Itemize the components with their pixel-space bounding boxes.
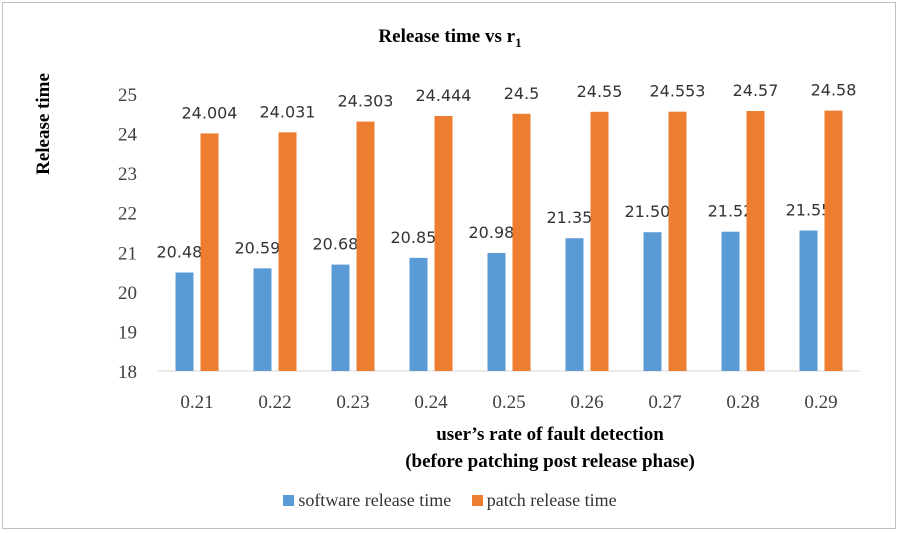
x-tick-label: 0.25 <box>492 392 525 413</box>
bar-software <box>331 264 350 371</box>
chart-title-subscript: 1 <box>515 34 522 50</box>
data-label-software: 21.507 <box>625 202 681 221</box>
data-label-patch: 24.58 <box>811 81 857 100</box>
x-tick-label: 0.29 <box>804 392 837 413</box>
legend: software release time patch release time <box>0 490 900 511</box>
bar-software <box>409 257 428 371</box>
bar-software <box>253 268 272 371</box>
legend-label-patch: patch release time <box>486 490 617 510</box>
data-label-patch: 24.031 <box>260 102 316 121</box>
data-label-software: 21.356 <box>547 208 603 227</box>
y-tick-label: 23 <box>118 164 137 185</box>
bar-patch <box>434 116 453 372</box>
y-tick-label: 25 <box>118 85 137 106</box>
x-axis-label-line2: (before patching post release phase) <box>405 451 695 472</box>
data-label-software: 20.489 <box>157 243 213 262</box>
bar-patch <box>356 121 375 371</box>
bar-software <box>643 232 662 371</box>
y-tick-label: 22 <box>118 204 137 225</box>
bar-patch <box>746 111 765 371</box>
chart-title: Release time vs r1 <box>0 26 900 51</box>
data-label-patch: 24.5 <box>504 84 540 103</box>
x-tick-label: 0.26 <box>570 392 603 413</box>
y-tick-label: 20 <box>118 283 137 304</box>
bar-software <box>799 230 818 371</box>
bar-patch <box>668 111 687 372</box>
x-tick-label: 0.27 <box>648 392 681 413</box>
y-tick-label: 24 <box>118 125 138 146</box>
data-label-patch: 24.553 <box>650 82 706 101</box>
legend-swatch-software <box>283 495 295 506</box>
y-tick-label: 19 <box>118 322 137 343</box>
x-tick-label: 0.21 <box>180 392 213 413</box>
data-label-patch: 24.55 <box>577 82 623 101</box>
data-label-patch: 24.004 <box>182 103 238 122</box>
legend-swatch-patch <box>471 495 483 506</box>
bar-software <box>487 252 506 371</box>
legend-label-software: software release time <box>298 490 452 510</box>
x-tick-label: 0.22 <box>258 392 291 413</box>
bar-patch <box>200 133 219 371</box>
legend-item-software: software release time <box>283 490 451 511</box>
data-label-software: 20.859 <box>391 228 447 247</box>
bar-software <box>175 272 194 371</box>
data-label-software: 20.594 <box>235 238 291 257</box>
x-axis-label-line1: user’s rate of fault detection <box>436 424 664 445</box>
x-tick-label: 0.28 <box>726 392 759 413</box>
x-tick-label: 0.23 <box>336 392 369 413</box>
x-tick-label: 0.24 <box>414 392 448 413</box>
bar-patch <box>824 110 843 372</box>
data-label-software: 21.55 <box>786 201 832 220</box>
data-label-software: 21.52 <box>708 202 754 221</box>
y-tick-label: 18 <box>118 362 137 383</box>
chart-title-text: Release time vs r <box>378 26 516 47</box>
data-label-software: 20.689 <box>313 235 369 254</box>
data-label-software: 20.983 <box>469 223 525 242</box>
data-label-patch: 24.57 <box>733 81 779 100</box>
legend-item-patch: patch release time <box>471 490 617 511</box>
bar-patch <box>278 132 297 371</box>
bar-patch <box>512 113 531 372</box>
bar-software <box>565 238 584 371</box>
y-tick-label: 21 <box>118 243 137 264</box>
data-label-patch: 24.303 <box>338 92 394 111</box>
bar-patch <box>590 111 609 372</box>
data-label-patch: 24.444 <box>416 86 472 105</box>
bar-software <box>721 231 740 371</box>
